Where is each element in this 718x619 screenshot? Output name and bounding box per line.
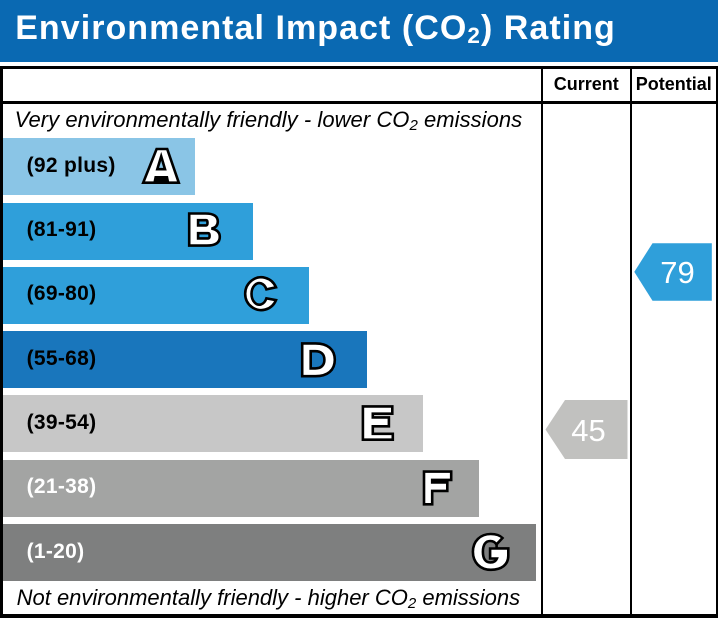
svg-text:45: 45 xyxy=(571,413,605,448)
svg-text:79: 79 xyxy=(660,255,694,290)
